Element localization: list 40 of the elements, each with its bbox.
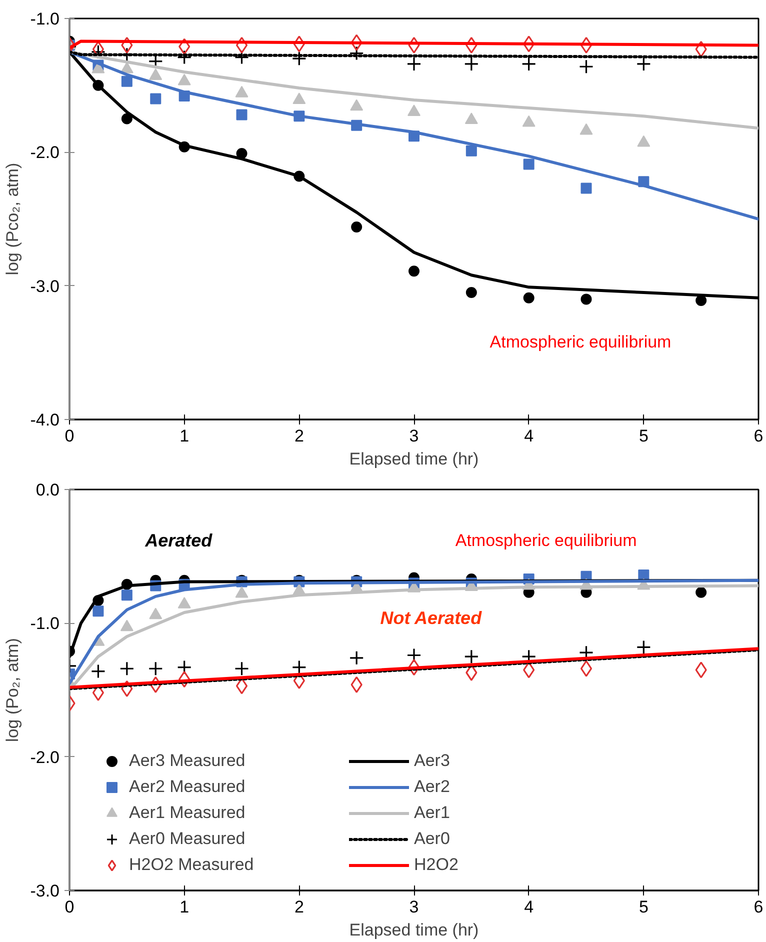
x-tick-label: 1: [180, 898, 190, 916]
annotation: Not Aerated: [380, 608, 483, 628]
x-tick-label: 0: [64, 426, 74, 446]
x-tick-label: 6: [754, 898, 764, 916]
x-tick-label: 3: [409, 898, 419, 916]
y-tick-label: -2.0: [30, 748, 60, 767]
y-tick-label: -2.0: [30, 143, 60, 162]
legend-label: Aer1: [414, 802, 450, 824]
x-tick-label: 4: [524, 426, 534, 446]
y-tick-label: 0.0: [36, 480, 60, 500]
y-tick-label: -4.0: [30, 410, 60, 430]
x-tick-label: 2: [294, 898, 304, 916]
y-tick-label: -3.0: [30, 882, 60, 900]
y-tick-label: -1.0: [30, 10, 60, 28]
x-tick-label: 2: [294, 426, 304, 446]
legend-label: Aer3 Measured: [129, 750, 246, 772]
y-tick-label: -3.0: [30, 276, 60, 296]
x-axis-title: Elapsed time (hr): [349, 920, 479, 940]
x-tick-label: 5: [638, 426, 648, 446]
legend-label: H2O2: [414, 854, 458, 876]
y-axis-title: log (Pco₂, atm): [3, 162, 22, 276]
x-tick-label: 6: [754, 426, 764, 446]
y-tick-label: -1.0: [30, 614, 60, 634]
legend-label: Aer1 Measured: [129, 802, 246, 824]
legend-label: Aer0 Measured: [129, 828, 246, 850]
x-tick-label: 0: [64, 898, 74, 916]
legend-label: Aer2: [414, 776, 450, 798]
legend-label: H2O2 Measured: [129, 854, 254, 876]
legend-label: Aer0: [414, 828, 450, 850]
legend-label: Aer3: [414, 750, 450, 772]
x-tick-label: 1: [180, 426, 190, 446]
x-axis-title: Elapsed time (hr): [349, 450, 479, 468]
annotation: Atmospheric equilibrium: [490, 332, 672, 352]
x-tick-label: 3: [409, 426, 419, 446]
annotation: Atmospheric equilibrium: [455, 530, 637, 550]
annotation: Aerated: [144, 530, 214, 550]
legend-label: Aer2 Measured: [129, 776, 246, 798]
x-tick-label: 5: [638, 898, 648, 916]
y-axis-title: log (Po₂, atm): [3, 638, 22, 742]
x-tick-label: 4: [524, 898, 534, 916]
